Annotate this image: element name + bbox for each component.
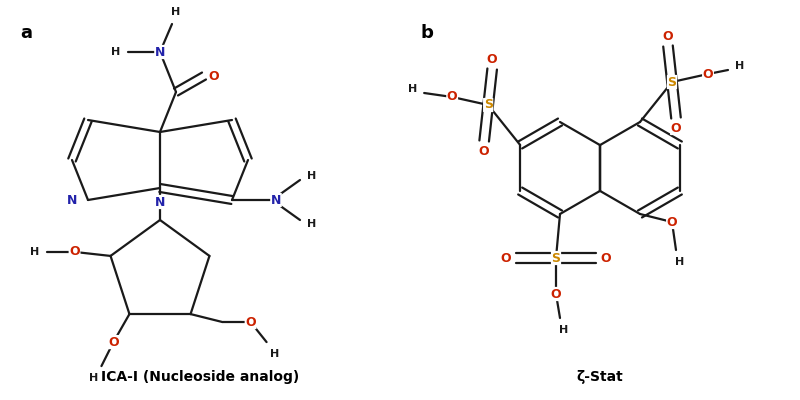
Text: O: O: [487, 52, 498, 66]
Text: O: O: [662, 30, 674, 42]
Text: H: H: [111, 47, 121, 57]
Text: S: S: [667, 76, 677, 88]
Text: H: H: [171, 7, 181, 17]
Text: ICA-I (Nucleoside analog): ICA-I (Nucleoside analog): [101, 370, 299, 384]
Text: H: H: [735, 61, 745, 71]
Text: H: H: [30, 247, 39, 257]
Text: O: O: [550, 288, 562, 300]
Text: N: N: [155, 196, 165, 208]
Text: H: H: [307, 171, 317, 181]
Text: O: O: [246, 316, 256, 328]
Text: O: O: [601, 252, 611, 264]
Text: ζ-Stat: ζ-Stat: [577, 370, 623, 384]
Text: O: O: [670, 122, 682, 134]
Text: b: b: [420, 24, 433, 42]
Text: N: N: [155, 46, 165, 58]
Text: O: O: [108, 336, 118, 348]
Text: O: O: [70, 246, 80, 258]
Text: S: S: [484, 98, 493, 112]
Text: H: H: [89, 373, 98, 383]
Text: S: S: [551, 252, 561, 264]
Text: N: N: [271, 194, 281, 206]
Text: O: O: [209, 70, 219, 82]
Text: H: H: [270, 349, 279, 359]
Text: O: O: [666, 216, 678, 228]
Text: H: H: [407, 84, 417, 94]
Text: H: H: [675, 257, 685, 267]
Text: a: a: [20, 24, 32, 42]
Text: O: O: [479, 144, 490, 158]
Text: N: N: [67, 194, 77, 206]
Text: H: H: [307, 219, 317, 229]
Text: O: O: [501, 252, 511, 264]
Text: H: H: [559, 325, 569, 335]
Text: O: O: [702, 68, 714, 80]
Text: O: O: [447, 90, 458, 104]
